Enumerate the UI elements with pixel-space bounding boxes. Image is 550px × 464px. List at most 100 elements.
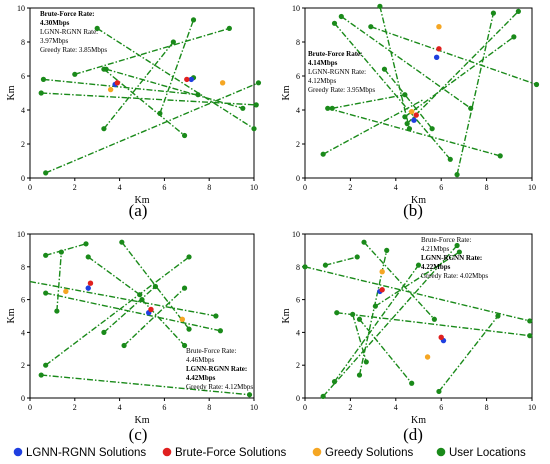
user-location-point bbox=[405, 121, 410, 126]
user-location-point bbox=[430, 126, 435, 131]
y-tick-label: 8 bbox=[296, 263, 300, 272]
user-location-point bbox=[119, 240, 124, 245]
user-location-point bbox=[104, 67, 109, 72]
x-tick-label: 2 bbox=[348, 403, 352, 412]
y-tick-label: 8 bbox=[21, 38, 25, 47]
user-location-point bbox=[511, 34, 516, 39]
user-location-point bbox=[377, 4, 382, 9]
brute-force-solution-point bbox=[379, 287, 384, 292]
annotation-line: 4.21Mbps bbox=[421, 245, 449, 253]
x-tick-label: 4 bbox=[394, 403, 398, 412]
user-location-point bbox=[357, 317, 362, 322]
annotation-line: Greedy Rate: 4.12Mbps bbox=[186, 383, 253, 391]
annotation-line: LGNN-RGNN Rate: bbox=[308, 68, 366, 76]
annotation-line: 4.22Mbps bbox=[421, 263, 451, 271]
brute-force-solution-point bbox=[439, 335, 444, 340]
greedy-solution-point bbox=[379, 269, 384, 274]
y-axis-title: Km bbox=[281, 85, 292, 100]
greedy-solution-point bbox=[63, 289, 68, 294]
panel-label: (c) bbox=[129, 425, 148, 444]
greedy-solution-point bbox=[436, 24, 441, 29]
rate-annotation: Brute-Force Rate:4.14MbpsLGNN-RGNN Rate:… bbox=[308, 50, 375, 94]
x-tick-label: 10 bbox=[528, 403, 536, 412]
user-location-point bbox=[491, 11, 496, 16]
annotation-line: Greedy Rate: 3.85Mbps bbox=[40, 46, 107, 54]
user-link bbox=[46, 257, 189, 365]
user-location-point bbox=[101, 330, 106, 335]
user-location-point bbox=[157, 111, 162, 116]
x-tick-label: 6 bbox=[162, 183, 166, 192]
user-location-point bbox=[83, 241, 88, 246]
user-location-point bbox=[436, 389, 441, 394]
user-location-point bbox=[468, 106, 473, 111]
panel-c: 0 2 4 6 8 10 0 2 4 6 8 10 Km Km Brute-Force Rate:4.46M… bbox=[6, 230, 258, 444]
user-location-point bbox=[498, 153, 503, 158]
x-tick-label: 2 bbox=[73, 183, 77, 192]
y-tick-label: 10 bbox=[17, 4, 25, 13]
user-location-point bbox=[227, 26, 232, 31]
user-location-point bbox=[39, 90, 44, 95]
user-location-point bbox=[368, 24, 373, 29]
x-tick-label: 8 bbox=[485, 183, 489, 192]
user-location-point bbox=[409, 381, 414, 386]
user-location-point bbox=[330, 106, 335, 111]
user-link bbox=[88, 257, 140, 295]
legend-marker bbox=[14, 448, 23, 457]
y-axis-title: Km bbox=[6, 308, 17, 323]
x-tick-label: 8 bbox=[207, 183, 211, 192]
annotation-line: 4.42Mbps bbox=[186, 374, 216, 382]
user-location-point bbox=[321, 152, 326, 157]
user-location-point bbox=[361, 240, 366, 245]
legend-item: User Locations bbox=[437, 447, 526, 459]
user-location-point bbox=[325, 106, 330, 111]
user-location-point bbox=[302, 264, 307, 269]
annotation-line: 3.97Mbps bbox=[40, 37, 68, 45]
user-link bbox=[46, 83, 259, 173]
brute-force-solution-point bbox=[184, 77, 189, 82]
legend-label: User Locations bbox=[449, 447, 526, 459]
user-location-point bbox=[323, 263, 328, 268]
y-axis-title: Km bbox=[6, 85, 17, 100]
annotation-line: 4.12Mbps bbox=[308, 77, 336, 85]
user-location-point bbox=[186, 327, 191, 332]
annotation-line: Greedy Rate: 3.95Mbps bbox=[308, 86, 375, 94]
user-link bbox=[325, 257, 357, 265]
user-location-point bbox=[72, 72, 77, 77]
user-link bbox=[97, 28, 254, 128]
user-location-point bbox=[334, 310, 339, 315]
x-tick-label: 0 bbox=[303, 403, 307, 412]
y-tick-label: 8 bbox=[296, 38, 300, 47]
y-tick-label: 4 bbox=[21, 106, 25, 115]
legend-label: LGNN-RGNN Solutions bbox=[26, 447, 146, 459]
x-tick-label: 0 bbox=[28, 403, 32, 412]
annotation-line: 4.14Mbps bbox=[308, 59, 338, 67]
user-location-point bbox=[357, 372, 362, 377]
user-link bbox=[41, 93, 256, 105]
annotation-line: Brute-Force Rate: bbox=[421, 236, 471, 244]
y-axis-title: Km bbox=[281, 308, 292, 323]
x-tick-label: 0 bbox=[303, 183, 307, 192]
legend-item: LGNN-RGNN Solutions bbox=[14, 447, 147, 459]
user-location-point bbox=[191, 17, 196, 22]
x-tick-label: 10 bbox=[528, 183, 536, 192]
y-tick-label: 4 bbox=[296, 328, 300, 337]
y-tick-label: 0 bbox=[296, 394, 300, 403]
user-location-point bbox=[495, 313, 500, 318]
y-tick-label: 0 bbox=[21, 174, 25, 183]
y-tick-label: 4 bbox=[296, 106, 300, 115]
user-location-point bbox=[350, 312, 355, 317]
x-tick-label: 10 bbox=[250, 183, 258, 192]
user-location-point bbox=[153, 284, 158, 289]
user-location-point bbox=[251, 126, 256, 131]
user-location-point bbox=[448, 157, 453, 162]
y-tick-label: 2 bbox=[296, 361, 300, 370]
annotation-line: LGNN-RGNN Rate: bbox=[186, 365, 247, 373]
user-link bbox=[124, 288, 184, 345]
x-tick-label: 0 bbox=[28, 183, 32, 192]
y-tick-label: 6 bbox=[21, 72, 25, 81]
brute-force-solution-point bbox=[436, 46, 441, 51]
legend-marker bbox=[313, 448, 322, 457]
greedy-solution-point bbox=[108, 87, 113, 92]
greedy-solution-point bbox=[220, 80, 225, 85]
